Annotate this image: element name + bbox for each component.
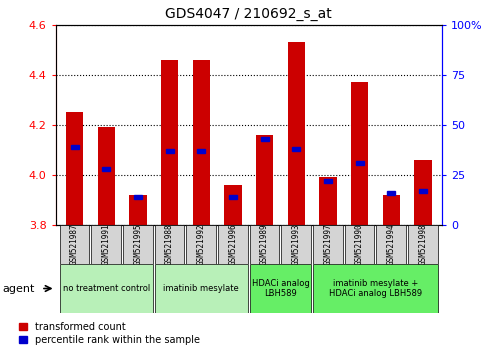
Bar: [193, 60, 210, 225]
Bar: [355, 160, 364, 165]
Bar: [197, 149, 205, 153]
Text: agent: agent: [2, 284, 35, 293]
Text: HDACi analog
LBH589: HDACi analog LBH589: [252, 279, 309, 298]
Bar: [324, 178, 332, 183]
Bar: [282, 225, 311, 264]
Title: GDS4047 / 210692_s_at: GDS4047 / 210692_s_at: [165, 7, 332, 21]
Text: GSM521990: GSM521990: [355, 223, 364, 265]
Bar: [313, 225, 343, 264]
Bar: [218, 225, 248, 264]
Text: GSM521987: GSM521987: [70, 223, 79, 265]
Bar: [261, 137, 269, 141]
Bar: [387, 190, 395, 195]
Bar: [376, 225, 406, 264]
Bar: [161, 60, 178, 225]
Bar: [166, 149, 173, 153]
Bar: [155, 225, 185, 264]
Bar: [134, 195, 142, 199]
Bar: [287, 42, 305, 225]
Bar: [419, 189, 427, 193]
Bar: [319, 177, 337, 225]
Bar: [250, 264, 311, 313]
Bar: [102, 166, 110, 171]
Bar: [292, 147, 300, 151]
Text: GSM521988: GSM521988: [165, 223, 174, 265]
Bar: [129, 195, 147, 225]
Bar: [250, 225, 280, 264]
Bar: [186, 225, 216, 264]
Bar: [313, 264, 438, 313]
Text: GSM521996: GSM521996: [228, 223, 238, 265]
Text: GSM521995: GSM521995: [133, 223, 142, 265]
Bar: [60, 264, 153, 313]
Text: GSM521997: GSM521997: [324, 223, 332, 265]
Text: GSM521989: GSM521989: [260, 223, 269, 265]
Text: GSM521994: GSM521994: [387, 223, 396, 265]
Bar: [345, 225, 374, 264]
Bar: [383, 195, 400, 225]
Text: imatinib mesylate: imatinib mesylate: [163, 284, 239, 293]
Bar: [256, 135, 273, 225]
Text: imatinib mesylate +
HDACi analog LBH589: imatinib mesylate + HDACi analog LBH589: [329, 279, 422, 298]
Bar: [414, 160, 432, 225]
Text: GSM521998: GSM521998: [418, 223, 427, 265]
Bar: [66, 112, 83, 225]
Bar: [229, 195, 237, 199]
Bar: [91, 225, 121, 264]
Bar: [351, 82, 369, 225]
Bar: [155, 264, 248, 313]
Text: GSM521991: GSM521991: [102, 223, 111, 265]
Legend: transformed count, percentile rank within the sample: transformed count, percentile rank withi…: [19, 322, 200, 345]
Bar: [98, 127, 115, 225]
Text: no treatment control: no treatment control: [63, 284, 150, 293]
Text: GSM521993: GSM521993: [292, 223, 301, 265]
Bar: [123, 225, 153, 264]
Bar: [408, 225, 438, 264]
Bar: [71, 144, 79, 149]
Bar: [60, 225, 89, 264]
Text: GSM521992: GSM521992: [197, 223, 206, 265]
Bar: [224, 185, 242, 225]
